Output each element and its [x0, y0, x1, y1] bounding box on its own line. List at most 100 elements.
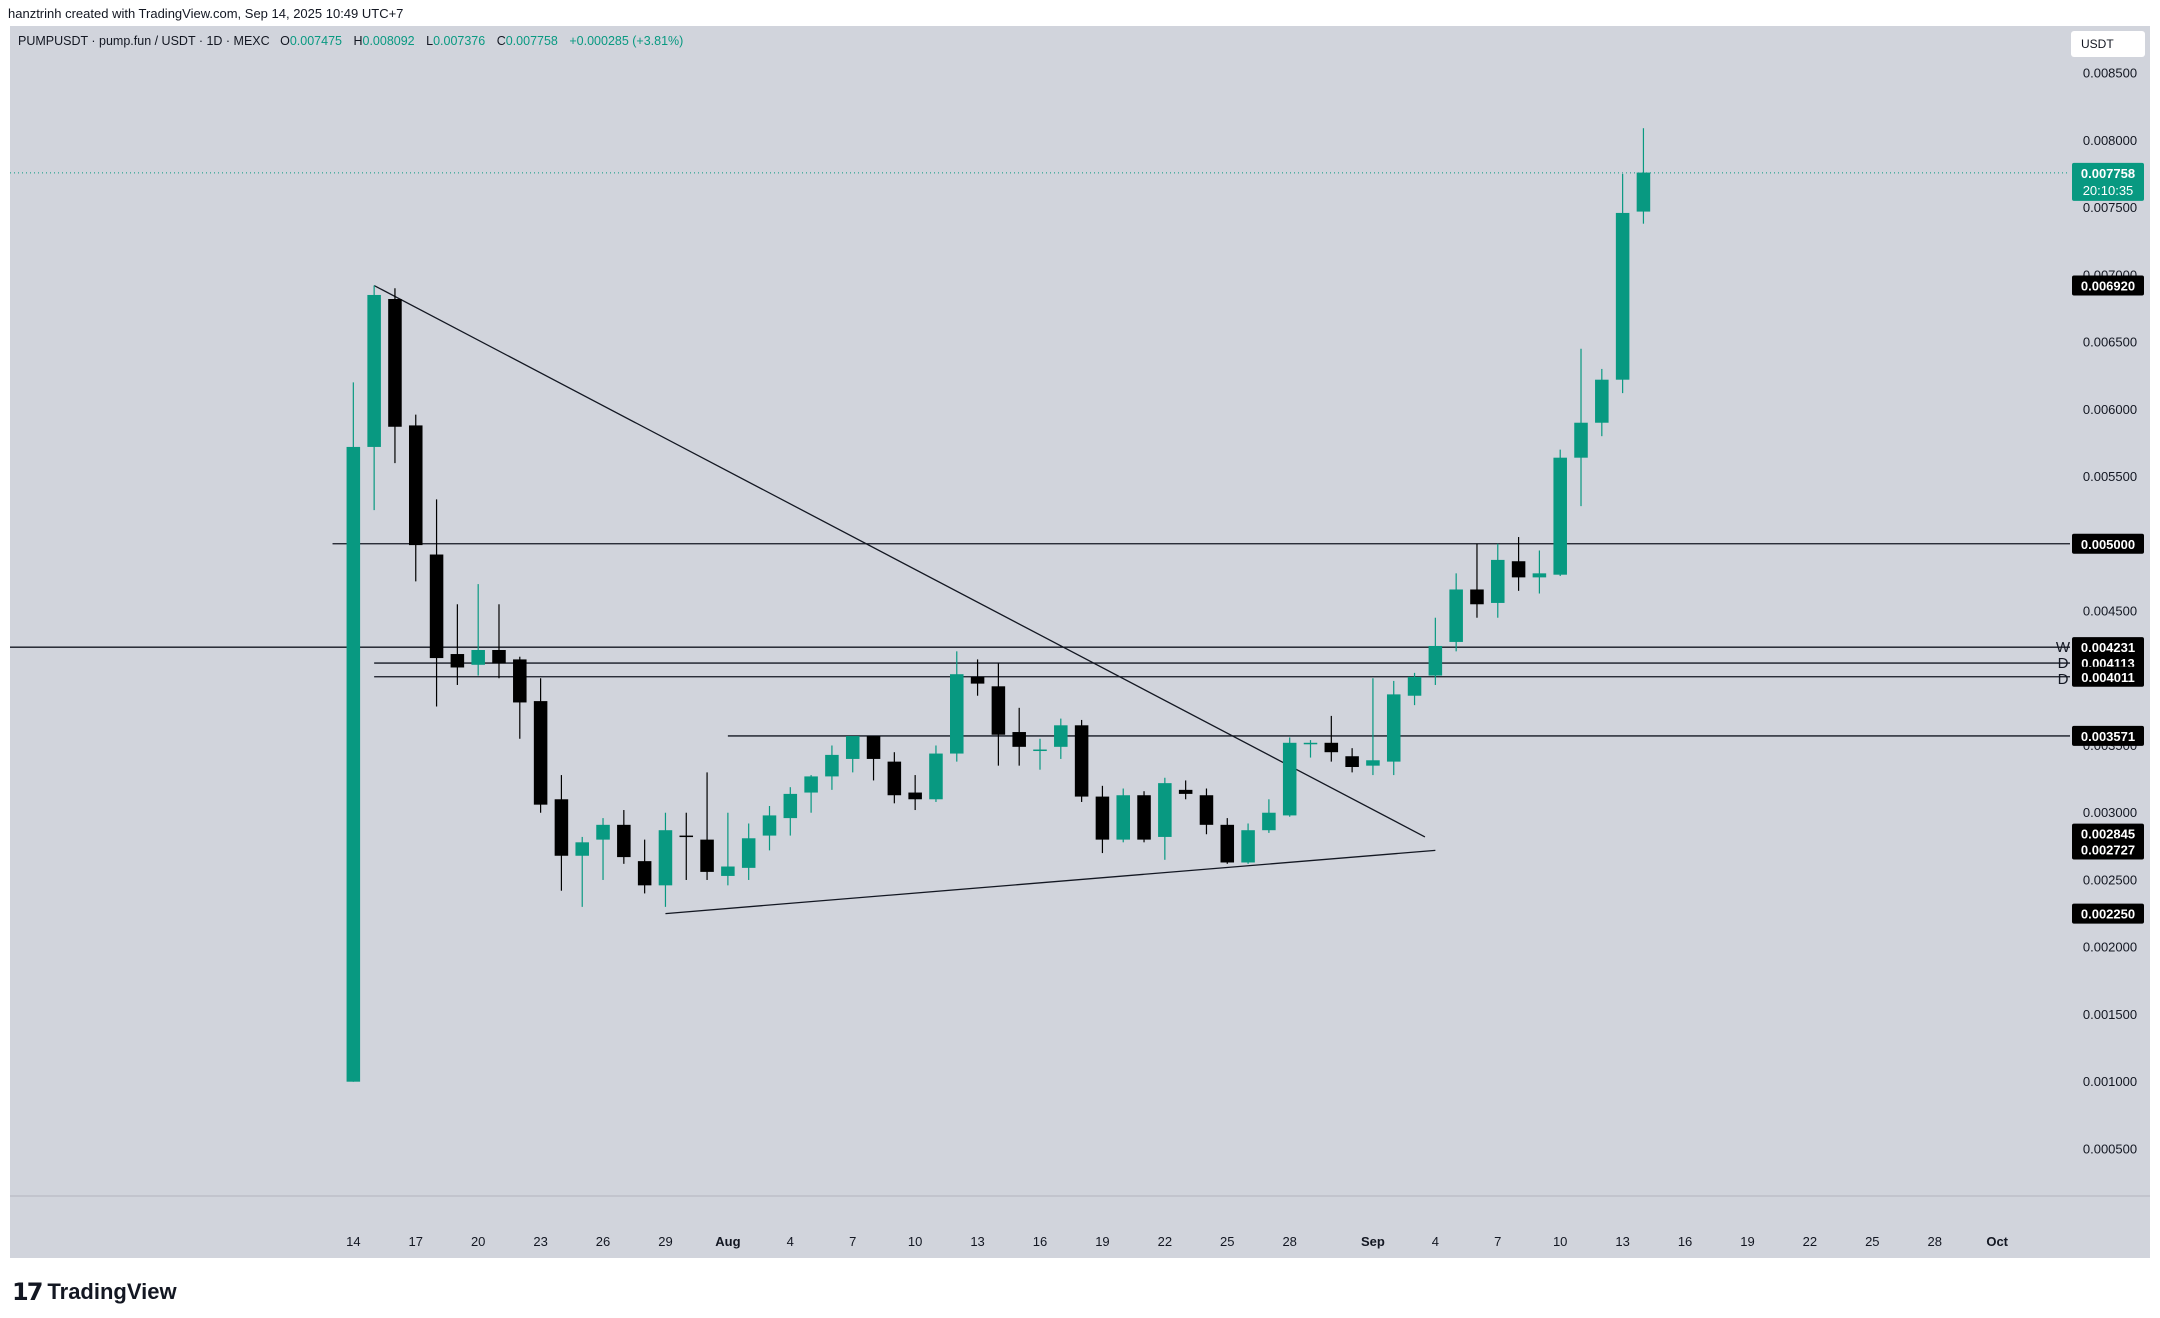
candle-body — [845, 736, 860, 759]
y-tick-label: 0.007500 — [2083, 200, 2137, 215]
candle-body — [1012, 732, 1026, 747]
high-label: H — [353, 34, 363, 48]
x-tick-label: Aug — [715, 1234, 740, 1249]
candle-body — [1491, 559, 1505, 603]
x-tick-label: 25 — [1865, 1234, 1879, 1249]
candle-body — [741, 838, 756, 868]
x-tick-label: 7 — [1494, 1234, 1501, 1249]
x-tick-label: 16 — [1033, 1234, 1047, 1249]
y-tick-label: 0.001000 — [2083, 1074, 2137, 1089]
candle-body — [1220, 824, 1235, 863]
candle-body — [346, 446, 361, 1082]
candle-body — [1553, 457, 1567, 575]
candle-body — [700, 839, 714, 872]
x-tick-label: 20 — [471, 1234, 485, 1249]
last-price-label: 0.007758 — [2081, 166, 2135, 181]
candle-body — [1033, 749, 1047, 752]
candle-body — [450, 654, 465, 668]
candle-body — [1449, 589, 1463, 642]
level-tag-3: D — [2058, 671, 2069, 688]
x-tick-label: 7 — [849, 1234, 856, 1249]
level-price-label-4-box — [2072, 725, 2144, 746]
x-tick-label: 23 — [533, 1234, 547, 1249]
candle-body — [408, 425, 423, 546]
candle-body — [1054, 725, 1068, 747]
candle-body — [991, 686, 1006, 735]
x-tick-label: 22 — [1158, 1234, 1172, 1249]
y-tick-label: 0.002500 — [2083, 872, 2137, 887]
x-tick-label: 10 — [908, 1234, 922, 1249]
last-price-box — [2072, 162, 2144, 201]
x-tick-label: 13 — [1615, 1234, 1629, 1249]
y-tick-label: 0.003000 — [2083, 805, 2137, 820]
x-tick-label: 22 — [1803, 1234, 1817, 1249]
trendline-0 — [373, 284, 1426, 838]
candle-body — [596, 824, 610, 840]
levels-layer: WDD — [10, 172, 2150, 1197]
level-price-label-0: 0.005000 — [2081, 537, 2135, 552]
candle-body — [1158, 783, 1172, 837]
candle-body — [1199, 795, 1214, 825]
x-tick-label: 25 — [1220, 1234, 1234, 1249]
price-axis: 0.000500 0.001000 0.001500 0.002000 0.002500… — [2083, 66, 2137, 1157]
price-label-0-box — [2072, 275, 2144, 296]
candle-body — [804, 776, 818, 793]
time-axis: 14 17 20 23 26 29 Aug 4 7 10 13 16 19 22 25 28 Sep 4 7 10 13… — [346, 1234, 2009, 1249]
candle-body — [721, 866, 735, 876]
candle-body — [1262, 812, 1276, 831]
candle-body — [950, 674, 964, 754]
x-tick-label: 13 — [970, 1234, 984, 1249]
chart-area[interactable] — [10, 26, 2150, 1258]
candle-body — [783, 793, 798, 819]
candle-body — [887, 761, 902, 796]
x-tick-label: 4 — [1432, 1234, 1439, 1249]
candle-body — [367, 294, 381, 447]
candle-body — [1324, 742, 1339, 753]
candle-body — [908, 792, 922, 800]
y-tick-label: 0.008500 — [2083, 66, 2137, 81]
y-tick-label: 0.004500 — [2083, 604, 2137, 619]
currency-button[interactable]: USDT — [2071, 31, 2145, 57]
candle-body — [679, 835, 694, 838]
x-tick-label: 28 — [1928, 1234, 1942, 1249]
candle-body — [471, 650, 485, 665]
candle-body — [1116, 795, 1130, 840]
y-tick-label: 0.001500 — [2083, 1007, 2137, 1022]
candle-body — [1386, 694, 1401, 762]
y-tick-label: 0.008000 — [2083, 133, 2137, 148]
x-tick-label: 28 — [1282, 1234, 1296, 1249]
tradingview-logo[interactable]: 17 TradingView — [12, 1278, 177, 1306]
candle-body — [429, 554, 444, 659]
x-tick-label: 14 — [346, 1234, 360, 1249]
level-price-label-3-box — [2072, 666, 2144, 687]
candle-body — [1074, 725, 1089, 797]
candle-body — [658, 830, 673, 886]
candle-body — [1511, 561, 1526, 578]
tradingview-brand: TradingView — [47, 1279, 177, 1304]
price-label-1-box — [2072, 823, 2144, 844]
candle-body — [825, 754, 839, 777]
x-tick-label: 17 — [409, 1234, 423, 1249]
tradingview-logo-icon: 17 — [12, 1278, 43, 1306]
candle-body — [1595, 379, 1609, 423]
trendlines-layer — [373, 284, 1436, 915]
symbol-description: PUMPUSDT · pump.fun / USDT · 1D · MEXC — [18, 34, 270, 48]
x-tick-label: 19 — [1740, 1234, 1754, 1249]
y-tick-label: 0.002000 — [2083, 940, 2137, 955]
x-tick-label: 10 — [1553, 1234, 1567, 1249]
candle-body — [970, 676, 985, 684]
x-tick-label: 29 — [658, 1234, 672, 1249]
y-tick-label: 0.006500 — [2083, 335, 2137, 350]
candle-body — [1241, 830, 1255, 863]
candle-body — [533, 701, 548, 805]
chart-credit: hanztrinh created with TradingView.com, … — [8, 6, 404, 21]
open-value: 0.007475 — [289, 34, 342, 48]
price-label-2-box — [2072, 839, 2144, 860]
y-tick-label: 0.000500 — [2083, 1141, 2137, 1156]
candle-body — [554, 799, 569, 856]
candle-body — [1178, 789, 1193, 794]
candle-body — [1366, 760, 1380, 766]
candle-body — [866, 736, 881, 759]
candle-body — [1303, 742, 1318, 745]
